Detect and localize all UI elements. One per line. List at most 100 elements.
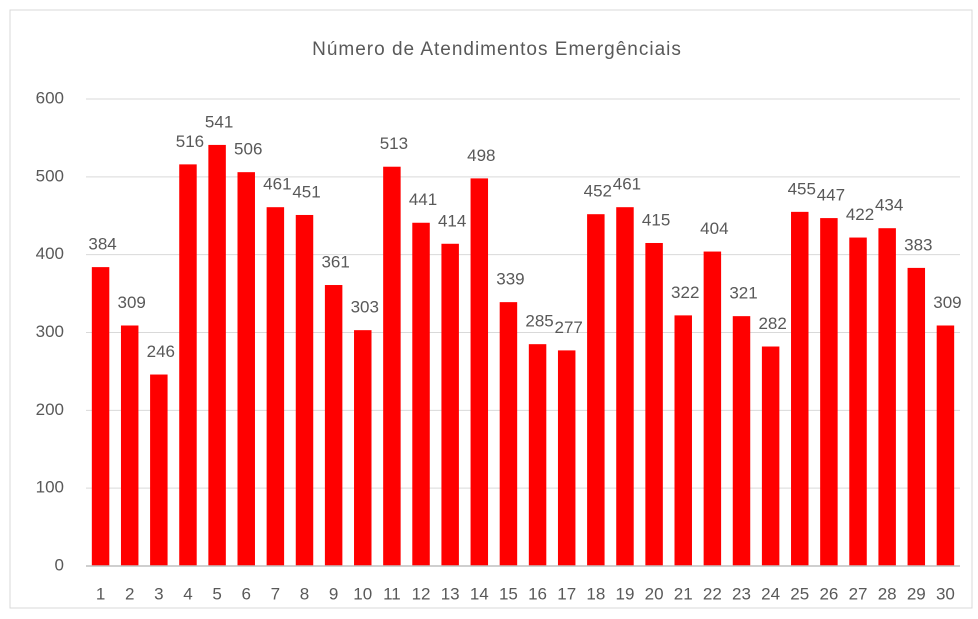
bar [383, 166, 401, 566]
bar [907, 267, 926, 566]
data-label: 277 [555, 318, 583, 337]
x-tick-label: 20 [645, 584, 664, 603]
x-tick-label: 7 [271, 584, 280, 603]
bar [528, 344, 547, 566]
x-tick-label: 6 [241, 584, 250, 603]
x-tick-label: 1 [96, 584, 105, 603]
bar [295, 214, 314, 566]
bar [645, 242, 663, 566]
data-label: 321 [729, 284, 757, 303]
bar [878, 228, 896, 566]
x-tick-label: 2 [125, 584, 134, 603]
y-tick-label: 100 [36, 478, 64, 497]
x-tick-label: 10 [353, 584, 372, 603]
x-tick-label: 8 [300, 584, 309, 603]
x-tick-label: 11 [383, 584, 401, 603]
data-label: 414 [438, 211, 466, 230]
x-tick-label: 13 [441, 584, 460, 603]
data-label: 441 [409, 190, 437, 209]
bar [412, 222, 430, 566]
x-tick-label: 21 [674, 584, 693, 603]
bar [150, 374, 168, 566]
bar [791, 211, 809, 566]
bar [266, 207, 285, 566]
bar [587, 214, 605, 566]
x-tick-label: 12 [412, 584, 431, 603]
data-label: 383 [904, 235, 932, 254]
bar [470, 178, 489, 566]
y-tick-label: 0 [55, 555, 64, 574]
x-tick-label: 4 [183, 584, 192, 603]
bar [616, 207, 634, 566]
bar [179, 164, 197, 566]
bar [324, 285, 343, 566]
x-tick-label: 28 [878, 584, 897, 603]
x-tick-label: 16 [528, 584, 547, 603]
x-tick-label: 5 [212, 584, 221, 603]
x-tick-label: 17 [557, 584, 576, 603]
x-tick-label: 25 [790, 584, 809, 603]
data-label: 506 [234, 140, 262, 159]
data-label: 422 [846, 205, 874, 224]
data-label: 285 [525, 312, 553, 331]
data-label: 513 [380, 134, 408, 153]
bar [674, 315, 692, 566]
y-tick-label: 200 [36, 400, 64, 419]
bar [441, 243, 459, 566]
bar [91, 267, 110, 566]
data-label: 461 [613, 175, 641, 194]
data-label: 309 [933, 293, 961, 312]
data-label: 246 [147, 342, 175, 361]
bar [557, 350, 576, 566]
data-label: 434 [875, 196, 903, 215]
x-tick-label: 19 [616, 584, 635, 603]
bar [120, 325, 139, 566]
bar [849, 237, 867, 566]
x-tick-label: 14 [470, 584, 489, 603]
data-label: 452 [584, 182, 612, 201]
x-tick-label: 26 [819, 584, 838, 603]
data-label: 516 [176, 132, 204, 151]
data-label: 361 [321, 253, 349, 272]
x-tick-label: 23 [732, 584, 751, 603]
data-label: 461 [263, 175, 291, 194]
data-label: 303 [351, 298, 379, 317]
data-label: 339 [496, 270, 524, 289]
bar [936, 325, 955, 566]
data-label: 309 [118, 293, 146, 312]
data-label: 404 [700, 219, 728, 238]
bar [820, 218, 838, 566]
data-label: 451 [292, 182, 320, 201]
bar [208, 144, 226, 566]
x-tick-label: 30 [936, 584, 955, 603]
y-tick-label: 500 [36, 166, 64, 185]
data-label: 415 [642, 210, 670, 229]
data-label: 384 [88, 235, 116, 254]
x-tick-label: 22 [703, 584, 722, 603]
data-label: 282 [758, 314, 786, 333]
x-tick-label: 27 [849, 584, 868, 603]
bar [732, 316, 751, 566]
bar [703, 251, 722, 566]
data-label: 455 [788, 179, 816, 198]
y-tick-label: 400 [36, 244, 64, 263]
x-tick-label: 29 [907, 584, 926, 603]
data-label: 541 [205, 112, 233, 131]
bar [499, 302, 518, 566]
bar [354, 330, 372, 566]
x-tick-label: 15 [499, 584, 518, 603]
x-tick-label: 18 [586, 584, 605, 603]
chart-border [9, 9, 973, 609]
x-tick-label: 24 [761, 584, 780, 603]
x-tick-label: 3 [154, 584, 163, 603]
bar [237, 172, 255, 566]
y-tick-label: 300 [36, 322, 64, 341]
data-label: 322 [671, 283, 699, 302]
chart-title: Número de Atendimentos Emergênciais [312, 39, 682, 60]
data-label: 498 [467, 146, 495, 165]
y-tick-label: 600 [36, 88, 64, 107]
data-label: 447 [817, 186, 845, 205]
x-tick-label: 9 [329, 584, 338, 603]
bar [761, 346, 780, 566]
